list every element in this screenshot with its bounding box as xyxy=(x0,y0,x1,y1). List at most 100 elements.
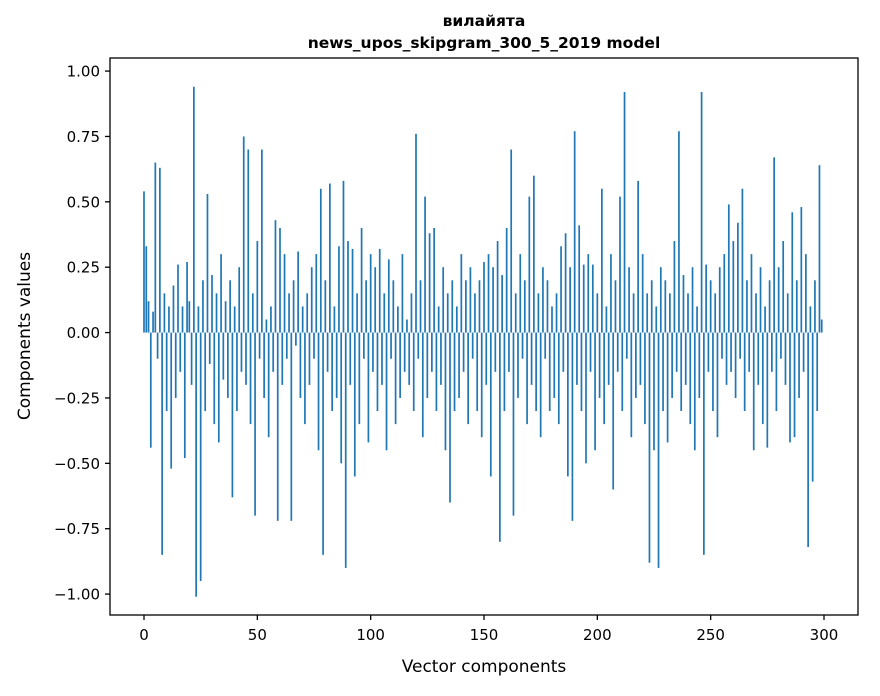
bar xyxy=(315,254,318,333)
bar xyxy=(560,246,562,333)
chart-title-model: news_upos_skipgram_300_5_2019 model xyxy=(308,34,661,52)
bar xyxy=(614,280,617,333)
bar xyxy=(623,92,626,333)
bar xyxy=(478,280,481,333)
bar xyxy=(619,196,621,333)
bar xyxy=(313,332,315,359)
bar xyxy=(576,332,578,385)
bar xyxy=(474,293,476,333)
bar xyxy=(147,301,150,333)
bar xyxy=(800,207,803,333)
bar xyxy=(818,165,821,333)
bar xyxy=(748,332,751,372)
bar xyxy=(480,332,483,438)
bar xyxy=(635,332,637,398)
bar xyxy=(814,280,816,333)
bar xyxy=(358,332,361,425)
y-tick-label: 0.25 xyxy=(67,259,100,277)
bar xyxy=(188,301,191,333)
bar xyxy=(426,332,429,398)
bar xyxy=(630,332,633,438)
y-axis-label: Components values xyxy=(15,252,35,420)
bar xyxy=(567,332,569,477)
bar xyxy=(263,332,265,398)
bar xyxy=(780,332,782,359)
bars-group xyxy=(143,86,823,597)
bar xyxy=(646,293,649,333)
bar xyxy=(326,332,329,372)
bar xyxy=(295,332,297,346)
bar xyxy=(333,306,336,333)
bar xyxy=(499,332,501,542)
bar xyxy=(183,332,186,459)
bar xyxy=(317,332,320,451)
bar xyxy=(349,332,352,385)
bar xyxy=(514,293,517,333)
bar xyxy=(356,293,358,333)
bar xyxy=(639,332,642,385)
bar xyxy=(757,332,760,385)
bar xyxy=(802,332,805,372)
bar xyxy=(689,332,692,425)
bar xyxy=(816,332,819,412)
y-tick-label: −1.00 xyxy=(54,586,100,604)
y-tick-label: 1.00 xyxy=(67,63,100,81)
bar xyxy=(276,332,279,521)
bar xyxy=(353,332,356,477)
bar xyxy=(508,332,510,372)
x-tick-label: 150 xyxy=(470,626,499,644)
bar xyxy=(671,332,673,398)
bar xyxy=(163,293,166,333)
bar xyxy=(290,332,293,521)
bar xyxy=(455,306,458,333)
bar xyxy=(533,175,535,333)
bar xyxy=(743,332,746,412)
chart-title-word: вилайята xyxy=(443,12,526,30)
bar xyxy=(238,267,241,333)
bar xyxy=(274,220,277,333)
bar xyxy=(437,306,440,333)
bar xyxy=(793,332,796,438)
bar xyxy=(154,162,157,333)
bar xyxy=(628,267,630,333)
bar xyxy=(580,332,583,412)
bar xyxy=(739,332,741,359)
bar xyxy=(421,332,424,438)
bar xyxy=(795,280,798,333)
bar xyxy=(279,227,281,333)
bar xyxy=(267,332,270,438)
bar xyxy=(165,332,168,412)
bar xyxy=(236,332,238,412)
bar xyxy=(734,332,737,398)
bar xyxy=(489,332,492,477)
bar xyxy=(707,332,710,372)
bar xyxy=(304,332,306,425)
bar xyxy=(621,332,624,412)
bar xyxy=(177,264,179,333)
bar xyxy=(197,306,200,333)
bar xyxy=(444,332,447,451)
bar xyxy=(492,267,494,333)
bar xyxy=(703,332,705,555)
bar xyxy=(367,332,370,443)
bar xyxy=(265,319,268,333)
bar xyxy=(338,246,340,333)
x-tick-label: 300 xyxy=(810,626,839,644)
bar xyxy=(202,280,204,333)
bar xyxy=(417,332,420,359)
bar xyxy=(553,332,556,398)
bar xyxy=(306,293,309,333)
bar xyxy=(718,267,721,333)
bar xyxy=(213,332,216,425)
bar xyxy=(746,280,748,333)
y-tick-label: 0.75 xyxy=(67,128,100,146)
bar xyxy=(285,332,288,359)
bar xyxy=(292,280,295,333)
bar xyxy=(449,332,451,503)
bar xyxy=(403,332,406,372)
bar xyxy=(372,332,374,372)
bar xyxy=(637,180,639,333)
bar xyxy=(684,332,687,385)
bar xyxy=(650,280,653,333)
bar xyxy=(732,241,735,333)
